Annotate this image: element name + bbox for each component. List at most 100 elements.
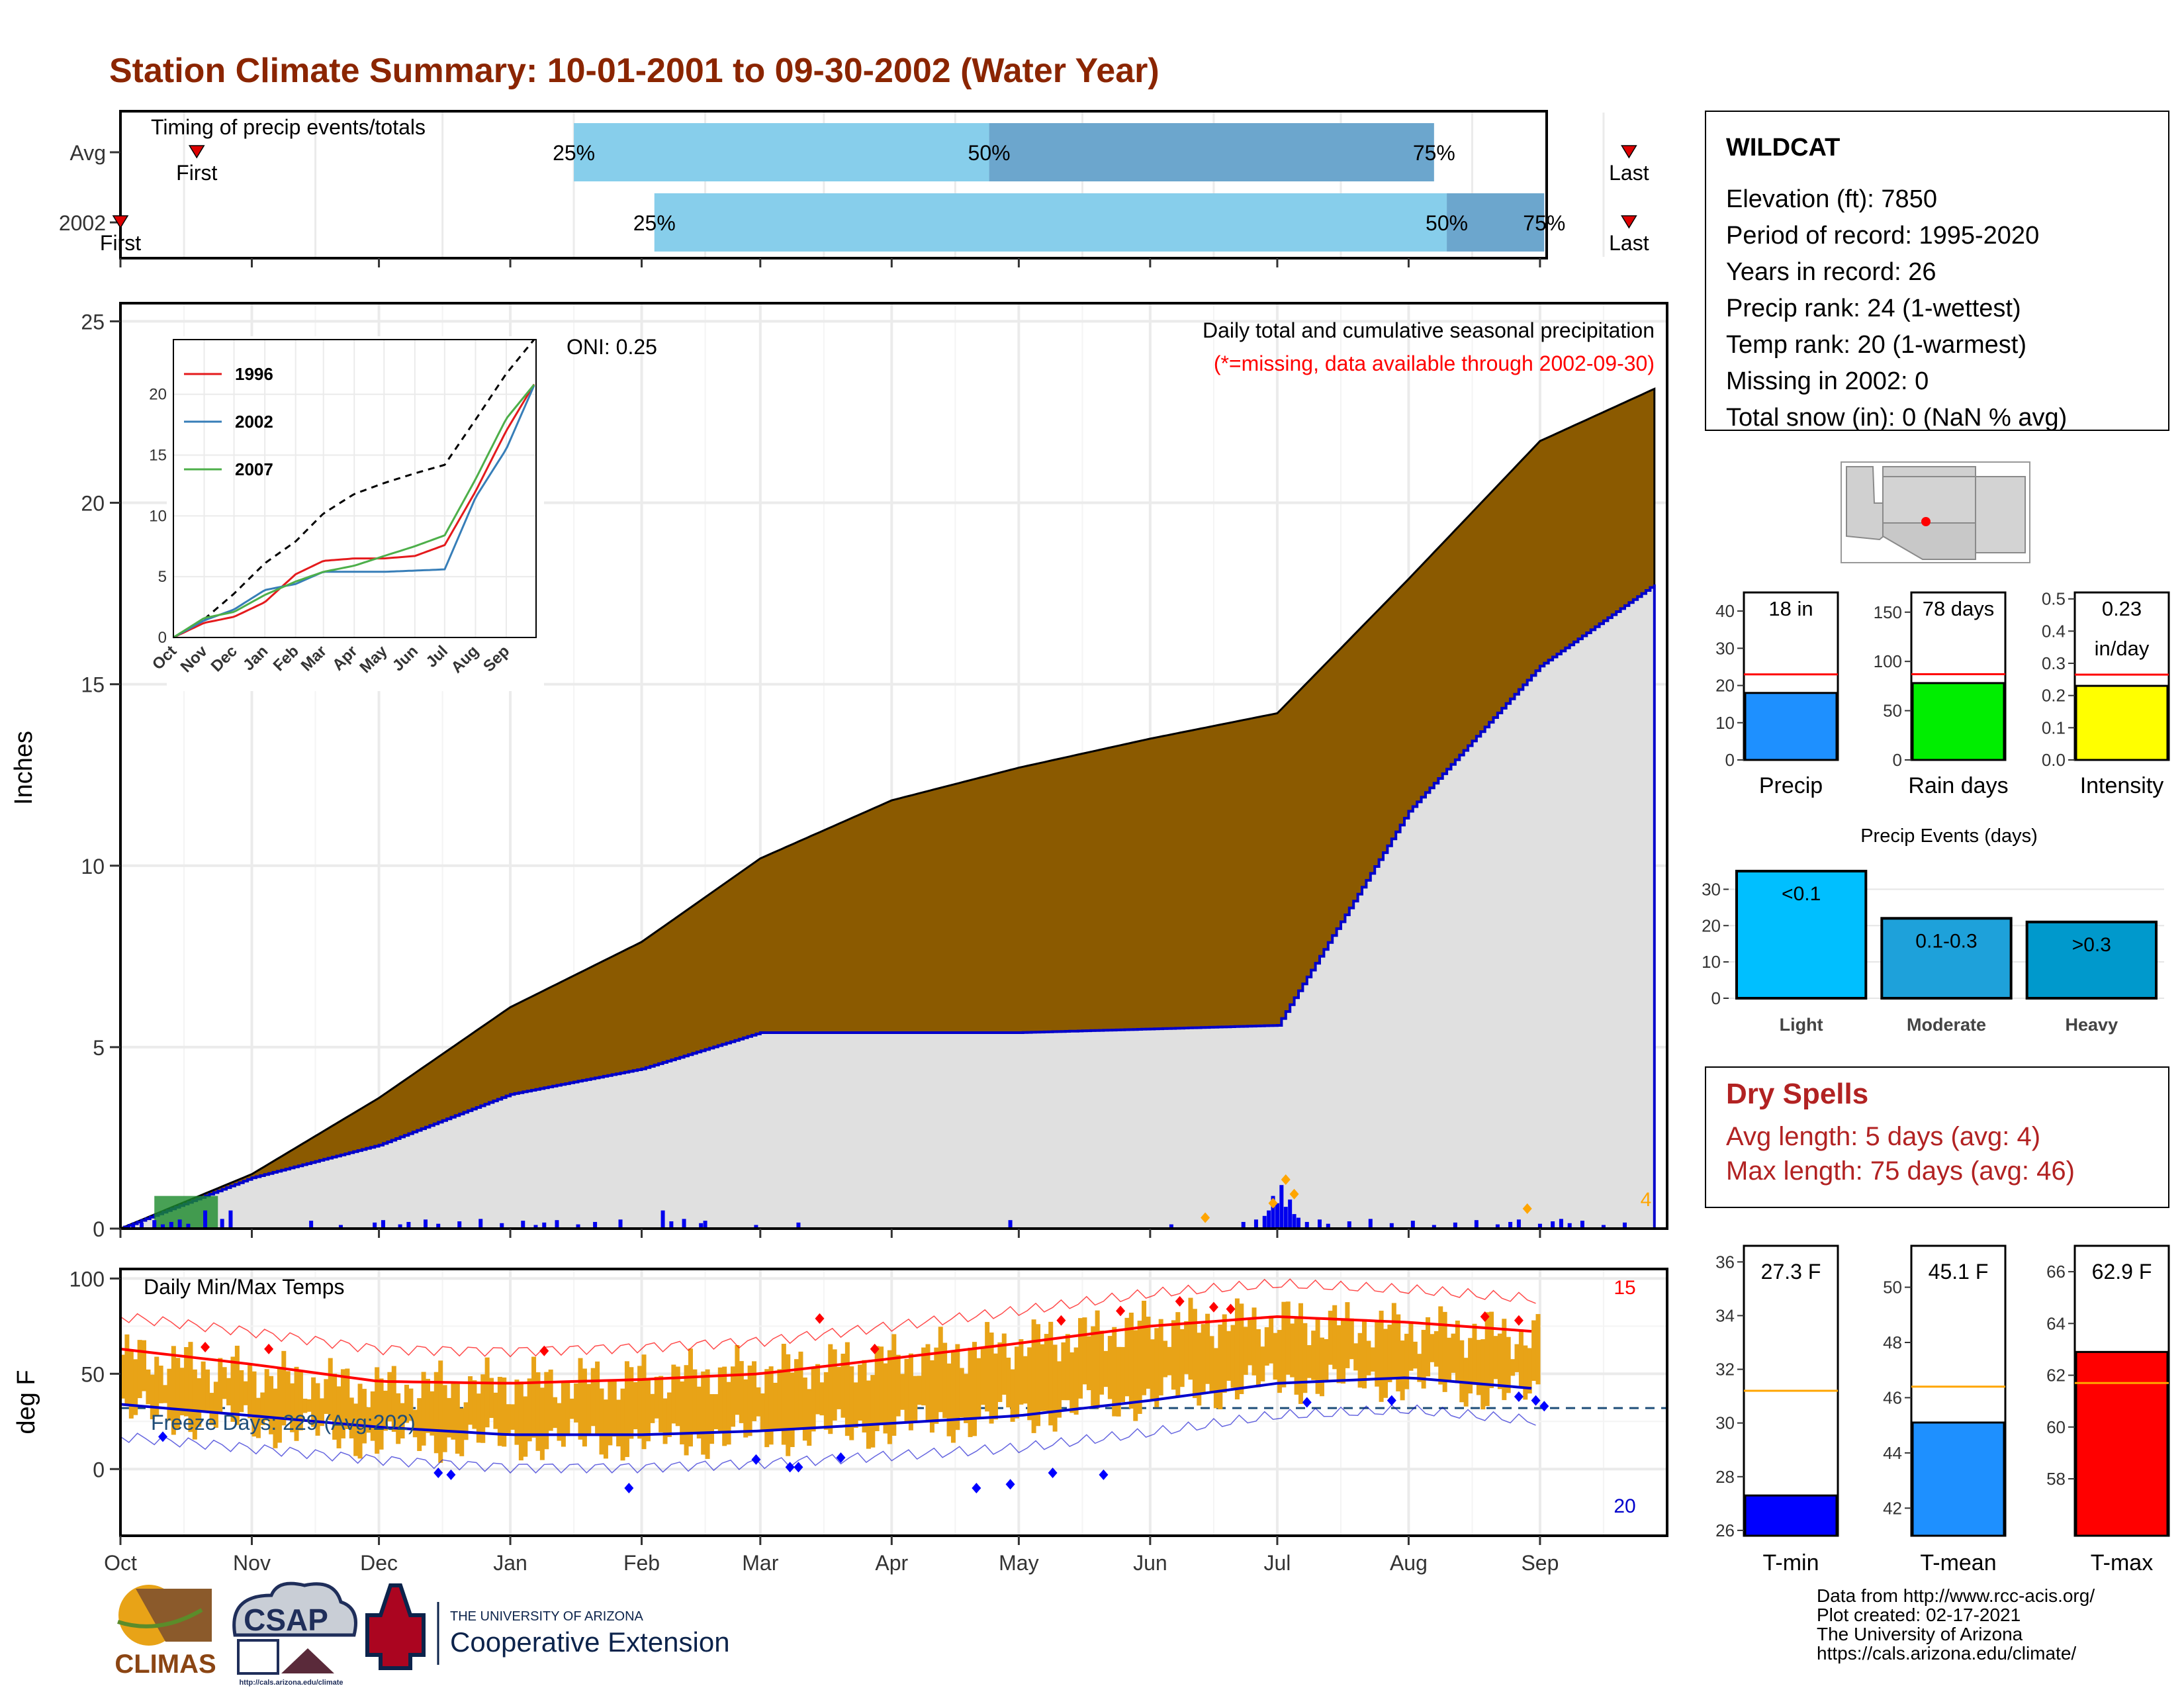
daily-temp-range-bar (324, 1379, 329, 1414)
daily-temp-range-bar (574, 1383, 579, 1423)
daily-precip-bar (796, 1222, 801, 1229)
daily-temp-range-bar (1497, 1333, 1502, 1389)
daily-temp-range-bar (1150, 1339, 1155, 1400)
daily-temp-range-bar (197, 1378, 202, 1427)
daily-temp-range-bar (383, 1390, 388, 1431)
daily-temp-range-bar (849, 1366, 854, 1440)
daily-temp-range-bar (1336, 1325, 1342, 1383)
daily-temp-range-bar (968, 1348, 973, 1437)
month-tick-label: Apr (875, 1551, 908, 1575)
month-tick-label: Sep (1521, 1551, 1559, 1575)
record-max-marker-icon (539, 1345, 549, 1356)
daily-temp-range-bar (633, 1382, 638, 1430)
daily-temp-range-bar (120, 1354, 126, 1399)
temp-y-tick-label: 100 (69, 1267, 105, 1291)
daily-temp-range-bar (1379, 1311, 1384, 1402)
ua-coop-ext: Cooperative Extension (450, 1626, 730, 1658)
daily-precip-bar (220, 1219, 224, 1229)
daily-temp-range-bar (1222, 1314, 1227, 1393)
daily-temp-range-bar (1091, 1326, 1096, 1406)
month-tick-label: Mar (742, 1551, 778, 1575)
daily-precip-bar (1410, 1221, 1415, 1229)
daily-precip-bar (703, 1221, 707, 1229)
daily-temp-range-bar (1103, 1350, 1109, 1387)
daily-temp-range-bar (353, 1403, 359, 1456)
daily-temp-range-bar (645, 1379, 651, 1442)
timing-first-label: First (100, 231, 141, 255)
daily-temp-range-bar (624, 1361, 629, 1458)
daily-temp-range-bar (222, 1367, 227, 1399)
daily-temp-range-bar (557, 1403, 562, 1441)
daily-temp-range-bar (1417, 1354, 1422, 1382)
daily-temp-range-bar (1099, 1331, 1105, 1395)
record-max-marker-icon (1056, 1315, 1066, 1326)
daily-temp-range-bar (904, 1358, 909, 1422)
daily-temp-range-bar (1353, 1343, 1359, 1371)
temp-stat-tick-label: 26 (1715, 1521, 1735, 1540)
daily-precip-bar (1317, 1219, 1322, 1229)
daily-temp-range-bar (713, 1394, 719, 1430)
daily-temp-range-bar (361, 1389, 367, 1444)
daily-temp-range-bar (294, 1366, 299, 1441)
daily-precip-bar (1271, 1196, 1275, 1229)
daily-temp-range-bar (1362, 1321, 1367, 1389)
daily-temp-range-bar (1277, 1330, 1282, 1393)
daily-temp-range-bar (620, 1388, 625, 1461)
daily-temp-range-bar (319, 1398, 324, 1427)
daily-temp-range-bar (1095, 1310, 1100, 1409)
daily-temp-range-bar (985, 1322, 990, 1412)
daily-precip-bar (1169, 1224, 1173, 1229)
daily-temp-range-bar (802, 1377, 807, 1441)
avg-max-temp-line (120, 1315, 1532, 1385)
stat-bar-tick-label: 30 (1715, 638, 1735, 658)
temp-stat-label: T-max (2091, 1550, 2153, 1575)
precip-y-tick-label: 0 (93, 1217, 105, 1241)
daily-precip-bar (140, 1222, 144, 1229)
timing-last-label: Last (1609, 231, 1649, 255)
daily-temp-range-bar (497, 1376, 502, 1446)
precip-events-tick-label: 30 (1702, 879, 1721, 899)
daily-temp-range-bar (142, 1340, 147, 1391)
station-info-line: Temp rank: 20 (1-warmest) (1726, 331, 2026, 359)
daily-temp-range-bar (1531, 1320, 1537, 1382)
daily-temp-range-bar (1023, 1356, 1028, 1404)
daily-temp-range-bar (1433, 1331, 1439, 1367)
daily-temp-range-bar (251, 1371, 257, 1437)
stat-bar-tick-label: 0.1 (2042, 718, 2066, 737)
daily-temp-range-bar (1078, 1318, 1083, 1399)
daily-temp-range-bar (527, 1378, 532, 1442)
dry-spells-title: Dry Spells (1726, 1078, 1868, 1110)
precip-event-category: Light (1780, 1015, 1823, 1035)
daily-precip-bar (203, 1210, 208, 1229)
daily-precip-bar (1283, 1207, 1288, 1229)
daily-temp-range-bar (1218, 1324, 1223, 1409)
record-min-envelope (120, 1404, 1536, 1474)
daily-temp-range-bar (781, 1344, 786, 1445)
climas-logo: CLIMAS (114, 1585, 216, 1679)
daily-temp-range-bar (921, 1347, 927, 1406)
daily-temp-range-bar (124, 1334, 130, 1406)
temp-stat-tick-label: 50 (1883, 1278, 1902, 1297)
extreme-precip-marker-icon (1268, 1197, 1278, 1209)
daily-temp-range-bar (786, 1354, 791, 1456)
daily-temp-range-bar (1069, 1352, 1075, 1413)
daily-temp-range-bar (158, 1365, 163, 1403)
inset-bg (167, 336, 544, 691)
station-info-line: Precip rank: 24 (1-wettest) (1726, 295, 2021, 322)
daily-temp-range-bar (777, 1369, 782, 1430)
daily-temp-range-bar (959, 1368, 964, 1418)
daily-precip-bar (228, 1210, 233, 1229)
daily-temp-range-bar (756, 1387, 761, 1417)
daily-precip-bar (521, 1221, 525, 1229)
daily-temp-range-bar (1294, 1317, 1299, 1395)
daily-temp-range-bar (146, 1369, 151, 1405)
record-max-marker-icon (1175, 1295, 1185, 1307)
daily-temp-range-bar (1315, 1319, 1320, 1394)
daily-temp-range-bar (213, 1382, 218, 1428)
daily-precip-bar (1516, 1219, 1521, 1229)
inset-legend-label: 2002 (235, 412, 273, 432)
daily-precip-bar (1368, 1219, 1373, 1229)
csap-bars-icon (237, 1639, 279, 1675)
stat-bar-tick-label: 0.4 (2042, 621, 2066, 641)
daily-temp-range-bar (696, 1386, 702, 1439)
